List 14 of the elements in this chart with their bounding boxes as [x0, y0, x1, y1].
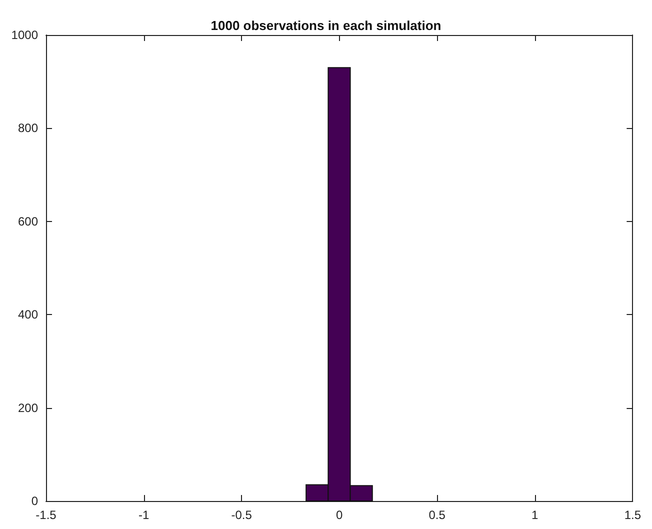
- x-tick-label: 1: [532, 508, 539, 522]
- y-tick-label: 1000: [11, 28, 38, 42]
- x-tick-label: -0.5: [231, 508, 252, 522]
- y-tick-label: 600: [18, 214, 38, 228]
- y-tick-label: 200: [18, 400, 38, 415]
- y-tick-label: 0: [31, 494, 38, 508]
- x-tick-label: 0.5: [428, 508, 446, 522]
- x-tick-label: 1.5: [624, 508, 642, 522]
- y-tick-label: 400: [18, 308, 38, 322]
- x-tick-label: 0: [336, 508, 343, 522]
- x-tick-label: -1.5: [36, 508, 57, 522]
- x-tick-label: -1: [138, 508, 150, 522]
- y-tick-label: 800: [18, 121, 38, 136]
- chart-title: 1000 observations in each simulation: [210, 18, 442, 33]
